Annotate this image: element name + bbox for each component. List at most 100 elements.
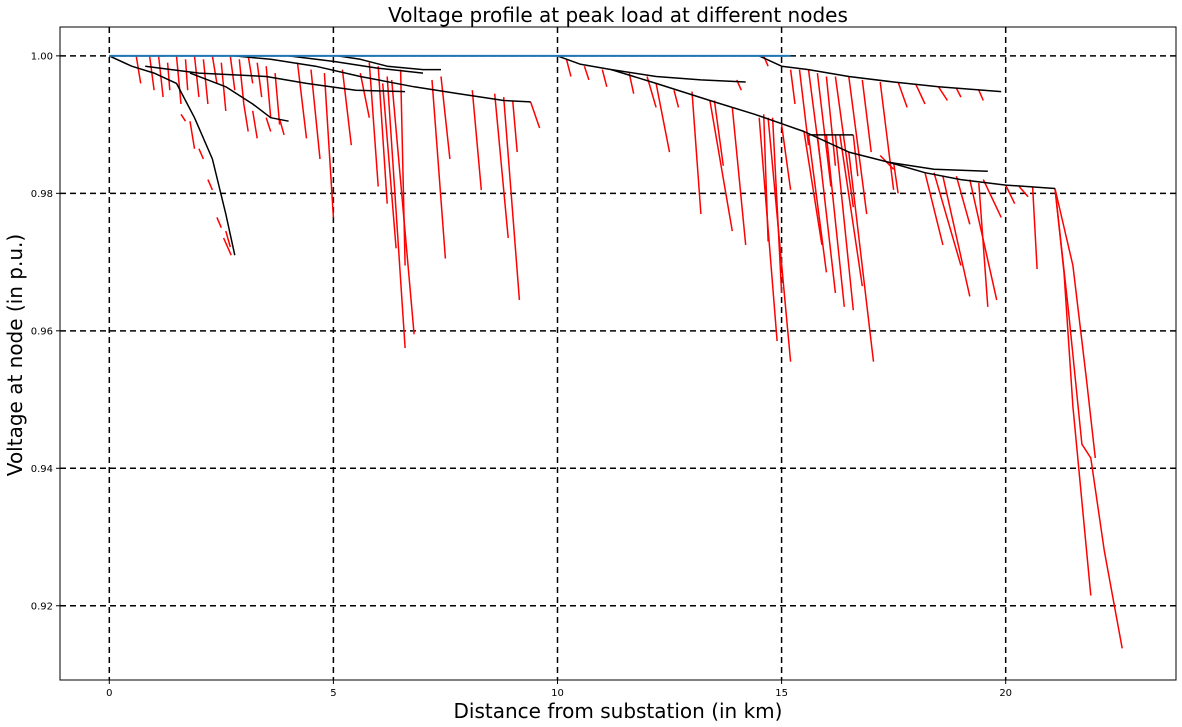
lateral-line xyxy=(848,76,868,215)
lateral-line xyxy=(529,101,541,129)
lateral-line xyxy=(243,103,249,132)
lateral-line xyxy=(691,91,702,215)
lateral-line xyxy=(955,175,971,225)
lateral-line xyxy=(229,55,236,91)
lateral-line xyxy=(341,69,353,146)
lateral-line xyxy=(180,113,187,122)
trunk-line xyxy=(145,65,406,93)
lateral-line xyxy=(1054,188,1092,596)
x-tick-label: 5 xyxy=(330,688,336,699)
lateral-line xyxy=(565,59,572,77)
trunk-line xyxy=(557,55,746,83)
lateral-line xyxy=(924,172,944,246)
lateral-line xyxy=(673,90,680,108)
trunk-line xyxy=(758,55,1002,93)
lateral-line xyxy=(184,59,189,91)
y-tick-label: 0.96 xyxy=(31,326,53,337)
x-axis-label: Distance from substation (in km) xyxy=(454,699,783,723)
lateral-line xyxy=(628,72,635,94)
x-tick-label: 20 xyxy=(999,688,1012,699)
y-tick-label: 0.94 xyxy=(31,464,53,475)
lateral-line xyxy=(251,110,258,139)
lateral-line xyxy=(399,69,406,266)
lateral-line xyxy=(1054,188,1097,459)
lateral-line xyxy=(816,73,832,187)
lateral-line xyxy=(825,134,846,307)
lateral-line xyxy=(955,87,962,98)
lateral-line xyxy=(839,134,864,287)
lateral-line xyxy=(915,84,926,105)
lateral-line xyxy=(807,134,828,273)
lateral-line xyxy=(471,90,483,190)
lateral-line xyxy=(368,62,379,187)
lateral-line xyxy=(265,117,272,132)
lateral-line xyxy=(493,93,509,239)
lateral-line xyxy=(274,73,281,125)
lateral-line xyxy=(861,79,872,153)
lateral-line xyxy=(709,100,734,232)
x-tick-label: 10 xyxy=(551,688,564,699)
lateral-line xyxy=(655,83,671,153)
lateral-line xyxy=(502,97,521,300)
trunk-line xyxy=(189,72,289,122)
lateral-line xyxy=(265,66,272,118)
lateral-line xyxy=(511,100,518,153)
lateral-line xyxy=(193,55,200,98)
lateral-line xyxy=(256,62,263,98)
lateral-line xyxy=(780,124,792,191)
plot-frame xyxy=(59,26,1177,681)
lateral-line xyxy=(296,62,308,139)
lateral-line xyxy=(852,134,859,177)
lateral-line xyxy=(933,172,962,266)
trunk-line xyxy=(888,161,1056,190)
lateral-line xyxy=(978,89,984,101)
lateral-line xyxy=(359,72,371,118)
lateral-line xyxy=(135,55,142,84)
chart-title: Voltage profile at peak load at differen… xyxy=(388,3,848,27)
lateral-line xyxy=(892,162,899,194)
lateral-line xyxy=(982,179,1002,218)
trunk-line xyxy=(288,55,424,74)
lateral-line xyxy=(211,55,218,84)
y-tick-label: 0.92 xyxy=(31,601,53,612)
lateral-line xyxy=(1054,188,1123,649)
lateral-line xyxy=(390,79,415,335)
lateral-line xyxy=(166,62,171,91)
y-tick-label: 1.00 xyxy=(31,51,53,62)
lateral-line xyxy=(1018,186,1029,198)
trunk-line xyxy=(234,55,531,103)
lateral-line xyxy=(771,117,783,294)
axis-ticks: 0 5 10 15 20 0.92 0.94 0.96 0.98 1.00 xyxy=(31,51,1012,699)
lateral-line xyxy=(942,176,971,297)
lateral-line xyxy=(189,121,196,149)
lateral-line xyxy=(278,118,285,136)
y-axis-label: Voltage at node (in p.u.) xyxy=(3,234,27,476)
lateral-line xyxy=(238,59,245,105)
lateral-line xyxy=(323,73,335,218)
lateral-line xyxy=(386,76,406,349)
lateral-line xyxy=(225,230,232,248)
lateral-line xyxy=(879,81,895,190)
lateral-line xyxy=(1031,186,1038,270)
lateral-line xyxy=(207,179,214,191)
lateral-line xyxy=(731,107,747,245)
lateral-line xyxy=(583,65,590,81)
plot-data xyxy=(108,54,1123,649)
lateral-line xyxy=(807,69,823,173)
lateral-line xyxy=(978,182,989,307)
lateral-line xyxy=(377,66,388,204)
lateral-line xyxy=(381,83,397,249)
lateral-line xyxy=(803,131,823,246)
lateral-line xyxy=(440,76,451,160)
lateral-line xyxy=(789,69,796,105)
lateral-line xyxy=(247,55,254,84)
trunk-line xyxy=(611,68,988,173)
lateral-line xyxy=(220,62,227,111)
lateral-line xyxy=(601,69,608,87)
x-tick-label: 0 xyxy=(106,688,112,699)
y-tick-label: 0.98 xyxy=(31,189,53,200)
lateral-line xyxy=(713,100,725,166)
lateral-line xyxy=(175,55,182,105)
trunk-line xyxy=(337,55,441,71)
